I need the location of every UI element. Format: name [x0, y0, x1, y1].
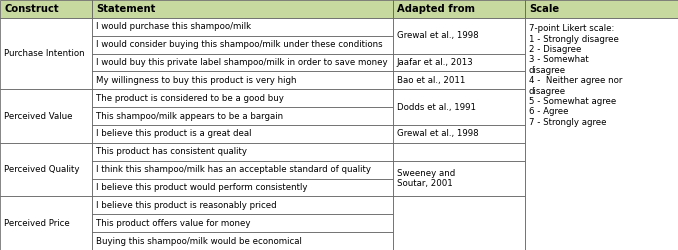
Text: 7-point Likert scale:
1 - Strongly disagree
2 - Disagree
3 - Somewhat
disagree
4: 7-point Likert scale: 1 - Strongly disag… [529, 24, 622, 127]
Bar [92, 143, 393, 161]
Bar [0, 89, 92, 143]
Bar [92, 54, 393, 72]
Bar [92, 196, 393, 214]
Text: This product has consistent quality: This product has consistent quality [96, 147, 247, 156]
Text: Jaafar et al., 2013: Jaafar et al., 2013 [397, 58, 473, 67]
Bar [92, 72, 393, 89]
Text: I would purchase this shampoo/milk: I would purchase this shampoo/milk [96, 22, 252, 31]
Text: Grewal et al., 1998: Grewal et al., 1998 [397, 130, 478, 138]
Bar [92, 107, 393, 125]
Text: Dodds et al., 1991: Dodds et al., 1991 [397, 103, 476, 112]
Bar [92, 214, 393, 232]
Text: This product offers value for money: This product offers value for money [96, 219, 251, 228]
Bar [92, 125, 393, 143]
Bar [393, 161, 525, 196]
Bar [92, 232, 393, 250]
Text: This shampoo/milk appears to be a bargain: This shampoo/milk appears to be a bargai… [96, 112, 283, 120]
Bar [393, 125, 525, 143]
Bar [393, 196, 525, 250]
Text: I believe this product would perform consistently: I believe this product would perform con… [96, 183, 308, 192]
Bar [92, 89, 393, 107]
Text: I would buy this private label shampoo/milk in order to save money: I would buy this private label shampoo/m… [96, 58, 388, 67]
Text: I believe this product is reasonably priced: I believe this product is reasonably pri… [96, 201, 277, 210]
Text: Purchase Intention: Purchase Intention [4, 49, 85, 58]
Text: Statement: Statement [96, 4, 156, 14]
Text: Perceived Value: Perceived Value [4, 112, 73, 120]
Text: I believe this product is a great deal: I believe this product is a great deal [96, 130, 252, 138]
Text: Adapted from: Adapted from [397, 4, 475, 14]
Bar [393, 89, 525, 125]
Bar [393, 18, 525, 54]
Text: The product is considered to be a good buy: The product is considered to be a good b… [96, 94, 284, 103]
Bar [0, 0, 92, 18]
Bar [525, 0, 678, 18]
Text: Bao et al., 2011: Bao et al., 2011 [397, 76, 465, 85]
Bar [393, 54, 525, 72]
Text: Buying this shampoo/milk would be economical: Buying this shampoo/milk would be econom… [96, 236, 302, 246]
Text: Perceived Price: Perceived Price [4, 219, 70, 228]
Bar [0, 18, 92, 89]
Text: Scale: Scale [529, 4, 559, 14]
Bar [393, 72, 525, 89]
Text: I think this shampoo/milk has an acceptable standard of quality: I think this shampoo/milk has an accepta… [96, 165, 372, 174]
Bar [0, 196, 92, 250]
Bar [92, 0, 393, 18]
Bar [92, 161, 393, 178]
Text: Grewal et al., 1998: Grewal et al., 1998 [397, 31, 478, 40]
Text: Sweeney and
Soutar, 2001: Sweeney and Soutar, 2001 [397, 169, 455, 188]
Text: I would consider buying this shampoo/milk under these conditions: I would consider buying this shampoo/mil… [96, 40, 383, 49]
Bar [92, 178, 393, 196]
Text: My willingness to buy this product is very high: My willingness to buy this product is ve… [96, 76, 297, 85]
Bar [525, 18, 678, 250]
Bar [393, 0, 525, 18]
Text: Construct: Construct [4, 4, 59, 14]
Bar [92, 18, 393, 36]
Bar [393, 143, 525, 161]
Bar [0, 143, 92, 197]
Text: Perceived Quality: Perceived Quality [4, 165, 79, 174]
Bar [92, 36, 393, 54]
